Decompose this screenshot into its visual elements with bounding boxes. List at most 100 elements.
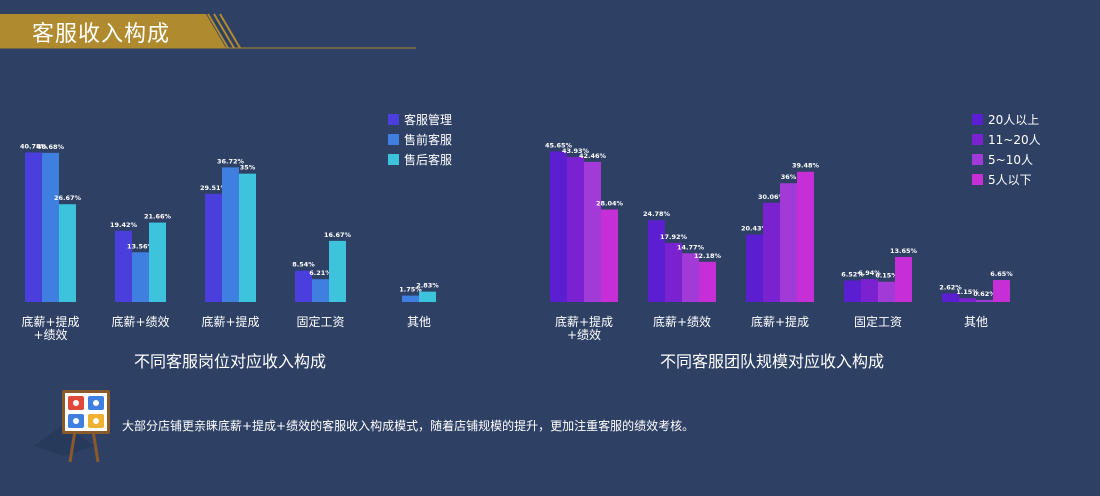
summary-note: 大部分店铺更亲睐底薪+提成+绩效的客服收入构成模式，随着店铺规模的提升，更加注重… <box>30 384 1070 474</box>
summary-text: 大部分店铺更亲睐底薪+提成+绩效的客服收入构成模式，随着店铺规模的提升，更加注重… <box>122 419 695 433</box>
chart-bar <box>682 253 699 302</box>
data-label: 36.72% <box>217 157 245 165</box>
data-label: 40.78% <box>20 142 48 150</box>
legend-swatch <box>388 154 399 165</box>
legend-swatch <box>972 174 983 185</box>
chart-bar <box>329 240 346 302</box>
category-label: 底薪+提成 <box>555 314 613 329</box>
chart-bar <box>959 298 976 302</box>
data-label: 6.15% <box>875 272 898 280</box>
data-label: 6.52% <box>841 270 864 278</box>
data-label: 30.06% <box>758 193 786 201</box>
data-label: 21.66% <box>144 213 172 221</box>
chart-bar <box>132 252 149 302</box>
chart-bar <box>844 280 861 302</box>
chart-bar <box>312 279 329 302</box>
chart-title: 不同客服岗位对应收入构成 <box>134 352 326 371</box>
legend-label: 客服管理 <box>404 112 452 127</box>
legend-swatch <box>972 154 983 165</box>
chart-bar <box>419 291 436 302</box>
data-label: 40.68% <box>37 143 65 151</box>
chart-bar <box>780 183 797 302</box>
chart-bar <box>59 204 76 302</box>
data-label: 35% <box>240 164 256 172</box>
data-label: 19.42% <box>110 221 138 229</box>
legend-label: 20人以上 <box>988 113 1039 127</box>
chart-bar <box>222 167 239 302</box>
easel-board-icon <box>34 390 110 463</box>
chart-bar <box>25 152 42 302</box>
chart-bar <box>42 152 59 302</box>
data-label: 26.67% <box>54 194 82 202</box>
category-label: 底薪+提成 <box>751 314 809 329</box>
chart-bar <box>205 193 222 302</box>
data-label: 1.75% <box>399 286 422 294</box>
data-label: 12.18% <box>694 252 722 260</box>
data-label: 28.04% <box>596 199 624 207</box>
legend-swatch <box>972 114 983 125</box>
chart-bar <box>942 293 959 302</box>
category-label: +绩效 <box>567 327 601 342</box>
chart-bar <box>601 209 618 302</box>
data-label: 2.62% <box>939 283 962 291</box>
chart-by-position: 40.78% 40.68% 26.67% 底薪+提成 +绩效 19.42% 13.56% 21… <box>0 0 540 384</box>
chart-bar <box>239 173 256 302</box>
legend-label: 11~20人 <box>988 133 1041 147</box>
header-banner-shape <box>0 13 416 49</box>
data-label: 1.15% <box>956 288 979 296</box>
legend-label: 5人以下 <box>988 173 1032 187</box>
legend-swatch <box>972 134 983 145</box>
data-label: 42.46% <box>579 152 607 160</box>
data-label: 6.65% <box>990 270 1013 278</box>
chart-bar <box>149 222 166 302</box>
chart-bar <box>878 281 895 302</box>
data-label: 13.56% <box>127 242 155 250</box>
legend-swatch <box>388 114 399 125</box>
data-label: 8.54% <box>292 261 315 269</box>
data-label: 17.92% <box>660 233 688 241</box>
chart-bar <box>763 202 780 302</box>
chart-bar <box>895 256 912 302</box>
data-label: 14.77% <box>677 243 705 251</box>
category-label: +绩效 <box>33 327 67 342</box>
category-label: 固定工资 <box>296 314 344 329</box>
data-label: 20.43% <box>741 225 769 233</box>
category-label: 底薪+提成 <box>201 314 259 329</box>
data-label: 29.51% <box>200 184 228 192</box>
data-label: 45.65% <box>545 141 573 149</box>
legend-swatch <box>388 134 399 145</box>
data-label: 36% <box>781 173 797 181</box>
chart-title: 不同客服团队规模对应收入构成 <box>660 352 884 371</box>
chart-bar <box>115 230 132 302</box>
chart-bar <box>797 171 814 302</box>
chart-bar <box>699 261 716 302</box>
chart-bar <box>665 242 682 302</box>
page-title: 客服收入构成 <box>32 22 171 47</box>
chart-bar <box>861 279 878 302</box>
chart-by-team-size-svg: 45.65%43.93%42.46%28.04%底薪+提成+绩效24.78%17… <box>545 113 1041 371</box>
chart-bar <box>550 151 567 302</box>
data-label: 2.83% <box>416 282 439 290</box>
category-label: 其他 <box>964 315 988 329</box>
chart-bar <box>648 220 665 302</box>
chart-bar <box>295 270 312 302</box>
legend-label: 5~10人 <box>988 153 1033 167</box>
legend-label: 售后客服 <box>404 152 452 167</box>
data-label: 24.78% <box>643 210 671 218</box>
chart-bar <box>402 295 419 302</box>
category-label: 底薪+绩效 <box>111 314 169 329</box>
data-label: 6.21% <box>309 269 332 277</box>
category-label: 固定工资 <box>854 314 902 329</box>
legend-label: 售前客服 <box>404 132 452 147</box>
category-label: 其他 <box>407 315 431 329</box>
category-label: 底薪+提成 <box>21 314 79 329</box>
data-label: 39.48% <box>792 162 820 170</box>
category-label: 底薪+绩效 <box>653 314 711 329</box>
section-header: 客服收入构成 <box>0 0 420 60</box>
chart-bar <box>584 161 601 302</box>
chart-bar <box>976 299 993 302</box>
data-label: 6.94% <box>858 269 881 277</box>
data-label: 0.62% <box>973 290 996 298</box>
chart-bar <box>567 157 584 302</box>
chart-bar <box>993 280 1010 302</box>
